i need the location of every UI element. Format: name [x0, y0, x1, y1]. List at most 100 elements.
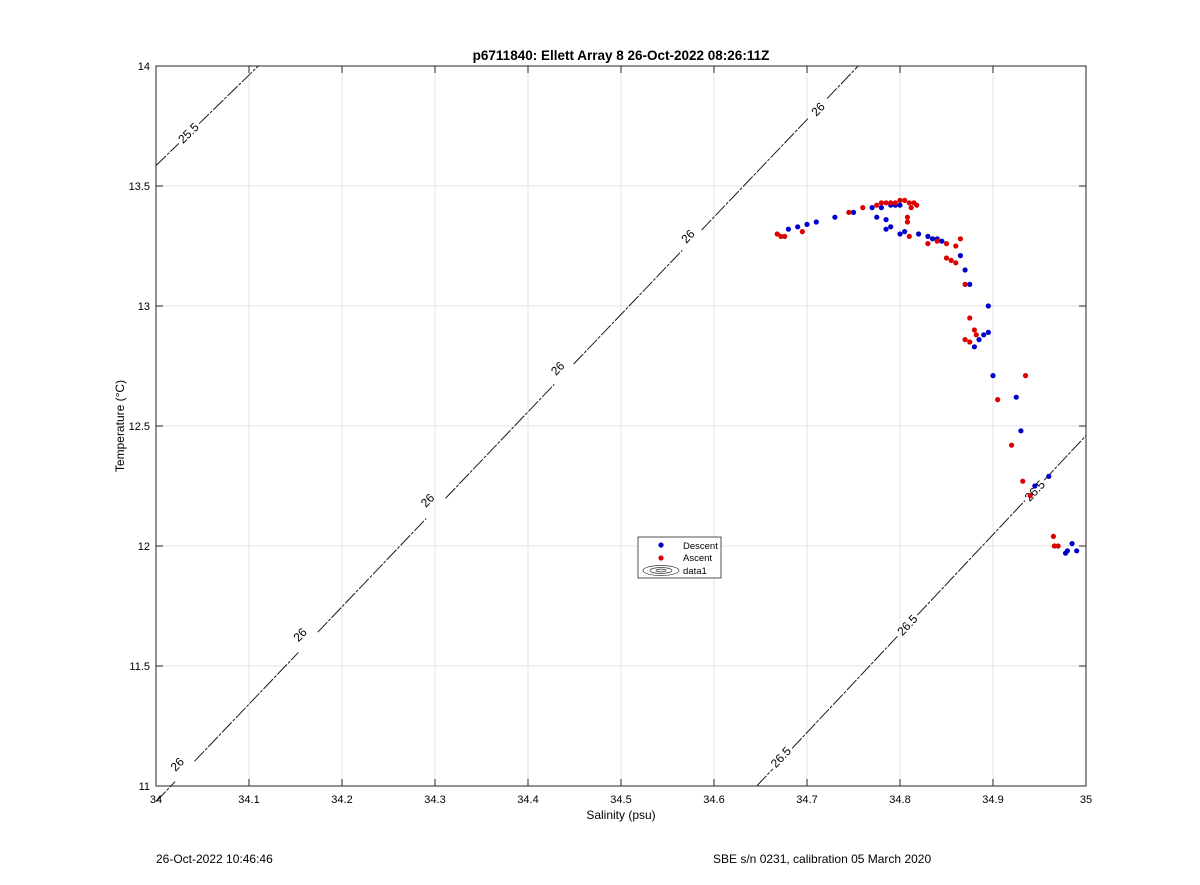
contour-line — [198, 65, 259, 125]
ascent-point — [1055, 543, 1061, 549]
legend-contour-icon — [642, 565, 680, 576]
ascent-point — [957, 236, 964, 242]
legend-descent-label: Descent — [683, 541, 718, 552]
descent-point — [883, 217, 889, 223]
ascent-point — [1050, 533, 1057, 540]
ascent-point — [778, 233, 784, 239]
ascent-point — [874, 202, 880, 208]
x-tick-label: 34.9 — [982, 794, 1003, 806]
ascent-point — [967, 339, 973, 345]
ascent-point — [943, 241, 950, 247]
descent-point — [902, 229, 908, 235]
descent-point — [976, 337, 982, 343]
legend-data1-label: data1 — [683, 566, 707, 577]
descent-point — [1069, 541, 1075, 547]
descent-point — [985, 303, 991, 309]
ascent-point — [782, 233, 788, 239]
chart-title: p6711840: Ellett Array 8 26-Oct-2022 08:… — [473, 48, 770, 63]
ascent-point — [925, 241, 931, 247]
ascent-point — [846, 209, 852, 215]
descent-point — [990, 373, 996, 379]
x-tick-label: 34.6 — [703, 794, 724, 806]
x-tick-label: 34.5 — [610, 794, 631, 806]
ascent-point — [943, 255, 950, 261]
legend-box — [637, 536, 722, 579]
contour-line — [701, 118, 809, 231]
ascent-point — [906, 233, 912, 239]
descent-point — [1013, 394, 1019, 400]
contour-line — [155, 781, 176, 802]
descent-point — [888, 224, 894, 230]
contour-line — [791, 635, 899, 749]
y-tick-label: 13 — [138, 301, 150, 313]
descent-point — [985, 329, 991, 335]
descent-point — [957, 253, 964, 259]
descent-point — [1032, 483, 1038, 489]
y-tick-label: 14 — [138, 61, 150, 73]
x-tick-label: 34.1 — [238, 794, 259, 806]
x-tick-label: 34.4 — [517, 794, 538, 806]
ascent-point — [1022, 373, 1029, 379]
x-tick-label: 34.8 — [889, 794, 910, 806]
contour-line — [756, 768, 774, 787]
descent-point — [897, 202, 903, 208]
ascent-point — [948, 257, 954, 263]
data-points — [774, 197, 1080, 556]
ascent-point — [953, 243, 959, 249]
descent-point — [925, 233, 931, 239]
ascent-point — [883, 200, 889, 206]
ascent-point — [897, 197, 903, 203]
descent-point — [897, 231, 903, 237]
ascent-point — [953, 260, 959, 266]
descent-point — [850, 209, 857, 215]
descent-point — [878, 205, 885, 211]
x-axis-label: Salinity (psu) — [586, 808, 655, 822]
descent-point — [785, 226, 792, 232]
ascent-point — [908, 205, 914, 211]
ascent-point — [967, 315, 973, 321]
descent-point — [804, 221, 810, 227]
legend-descent-marker — [658, 542, 664, 548]
legend-ascent-label: Ascent — [683, 553, 712, 564]
ascent-point — [1020, 478, 1026, 484]
footer-timestamp: 26-Oct-2022 10:46:46 — [156, 852, 273, 866]
descent-point — [795, 224, 801, 230]
ascent-point — [906, 200, 912, 206]
ascent-point — [888, 200, 894, 206]
ascent-point — [914, 202, 920, 208]
ascent-point — [904, 219, 911, 225]
footer-sensor-info: SBE s/n 0231, calibration 05 March 2020 — [713, 852, 932, 866]
ascent-point — [973, 332, 979, 338]
ascent-point — [962, 281, 968, 287]
y-axis-label: Temperature (°C) — [113, 380, 127, 472]
ascent-point — [995, 397, 1001, 403]
descent-point — [981, 332, 987, 338]
contour-line — [826, 65, 859, 99]
ascent-point — [934, 238, 940, 244]
contour-line — [1043, 435, 1087, 481]
descent-point — [874, 214, 880, 220]
ascent-point — [904, 214, 911, 220]
x-tick-label: 35 — [1080, 794, 1092, 806]
descent-point — [939, 238, 945, 244]
y-tick-label: 11.5 — [129, 661, 150, 673]
ascent-point — [902, 197, 908, 203]
ascent-point — [1051, 543, 1057, 549]
descent-point — [929, 236, 936, 242]
ascent-point — [892, 200, 898, 206]
x-tick-label: 34.3 — [424, 794, 445, 806]
ascent-point — [1009, 442, 1015, 448]
ascent-point — [799, 229, 805, 235]
descent-point — [971, 344, 978, 350]
x-tick-label: 34.7 — [796, 794, 817, 806]
descent-point — [1074, 548, 1080, 554]
descent-point — [813, 219, 819, 225]
ascent-point — [774, 231, 780, 237]
contour-line — [194, 652, 299, 762]
contour-line — [445, 384, 555, 499]
descent-point — [916, 231, 922, 237]
descent-point — [1062, 550, 1069, 556]
contour-line — [573, 249, 683, 365]
legend: Descent Ascent data1 — [637, 536, 722, 579]
